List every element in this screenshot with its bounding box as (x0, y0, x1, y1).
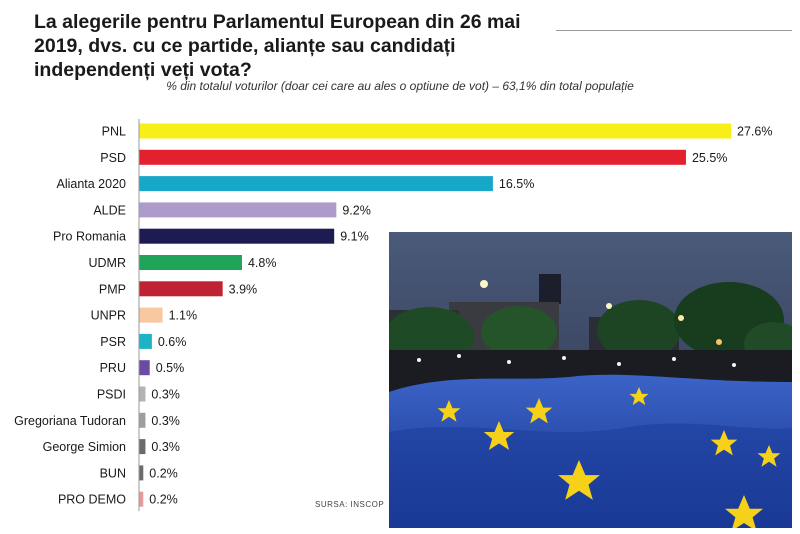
category-label: PMP (99, 282, 126, 296)
value-label: 0.2% (149, 493, 178, 507)
title-rule (556, 30, 792, 31)
bar (139, 202, 337, 218)
category-label: PRU (100, 361, 126, 375)
value-label: 0.6% (158, 335, 187, 349)
value-label: 4.8% (248, 256, 277, 270)
bar (139, 465, 144, 481)
category-label: PRO DEMO (58, 493, 126, 507)
bar (139, 176, 493, 192)
source-note: SURSA: INSCOP (315, 500, 385, 509)
value-label: 0.5% (156, 361, 185, 375)
bar (139, 307, 163, 323)
value-label: 9.1% (340, 230, 369, 244)
category-label: BUN (100, 466, 126, 480)
bar (139, 439, 146, 455)
category-label: PNL (102, 125, 126, 139)
value-label: 0.3% (151, 414, 180, 428)
value-label: 16.5% (499, 177, 534, 191)
value-label: 0.3% (151, 440, 180, 454)
chart-subtitle: % din totalul voturilor (doar cei care a… (166, 79, 634, 93)
category-label: PSR (100, 335, 126, 349)
value-label: 9.2% (342, 203, 371, 217)
bar (139, 123, 731, 139)
eu-flag-protest-photo (389, 232, 792, 528)
page-title: La alegerile pentru Parlamentul European… (34, 11, 521, 81)
category-label: Gregoriana Tudoran (14, 414, 126, 428)
value-label: 3.9% (229, 282, 257, 296)
category-label: PSD (100, 151, 126, 165)
bar (139, 149, 686, 165)
bar (139, 412, 146, 428)
category-label: UNPR (91, 309, 126, 323)
value-label: 0.2% (149, 466, 178, 480)
bar (139, 360, 150, 376)
value-label: 25.5% (692, 151, 727, 165)
bar (139, 228, 335, 244)
category-label: George Simion (43, 440, 126, 454)
bar (139, 255, 242, 270)
bar (139, 281, 223, 297)
value-label: 27.6% (737, 125, 772, 139)
category-label: Pro Romania (53, 230, 126, 244)
value-label: 1.1% (169, 309, 198, 323)
bar (139, 386, 146, 402)
bar (139, 333, 152, 349)
category-label: ALDE (93, 203, 126, 217)
category-label: PSDI (97, 388, 126, 402)
bar (139, 491, 144, 507)
category-label: Alianta 2020 (56, 177, 126, 191)
value-label: 0.3% (151, 388, 180, 402)
category-label: UDMR (89, 256, 127, 270)
